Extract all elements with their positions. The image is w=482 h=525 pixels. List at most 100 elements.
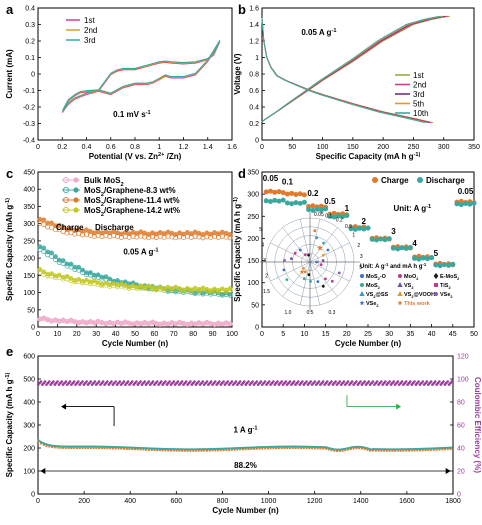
ce-point: [77, 380, 80, 383]
x-tick-label: 0.2: [57, 144, 67, 151]
capacity-point: [376, 448, 379, 451]
capacity-point: [427, 447, 430, 450]
capacity-point: [327, 448, 330, 451]
retention-annotation: 88.2%: [234, 461, 257, 470]
ce-point: [429, 380, 433, 383]
inset-legend-entry: MoS2-O: [366, 274, 387, 281]
inset-legend-entry: VS2@VOOH: [404, 292, 435, 299]
ce-point: [139, 380, 142, 383]
discharge-point: [60, 225, 66, 230]
capacity-point: [277, 447, 280, 450]
y2-tick-label: 60: [457, 423, 465, 430]
charge-point: [114, 284, 121, 290]
capacity-point: [136, 448, 139, 451]
capacity-point: [423, 447, 426, 450]
legend-entry: 5th: [413, 100, 424, 109]
y2-axis-label: Coulombic Efficiency (%): [473, 377, 482, 473]
capacity-point: [203, 449, 206, 452]
legend-entry: 2nd: [84, 26, 97, 35]
ce-point: [85, 380, 88, 383]
capacity-point: [283, 445, 286, 448]
capacity-point: [334, 448, 337, 451]
y-axis-label: Specific Capacity (mA h g-1): [233, 197, 242, 302]
capacity-point: [229, 447, 232, 450]
charge-point: [99, 276, 105, 282]
x-tick-label: 45: [449, 331, 457, 338]
capacity-point: [142, 448, 145, 451]
ce-point: [321, 380, 325, 383]
x-axis-label: Cycle Number (n): [212, 506, 279, 515]
charge-point: [80, 280, 86, 286]
radar-tick-label: 3: [263, 258, 266, 264]
x-tick-label: 30: [385, 331, 393, 338]
ce-point: [168, 380, 171, 383]
ce-point: [135, 380, 138, 383]
capacity-point: [380, 449, 383, 452]
x-tick-label: 90: [209, 331, 217, 338]
x-tick-label: 30: [92, 331, 100, 338]
capacity-point: [165, 448, 168, 450]
charge-point: [276, 189, 282, 195]
capacity-point: [40, 442, 42, 445]
capacity-point: [345, 447, 348, 450]
inset-title: Unit: A g-1 and mA h g-1: [360, 262, 427, 271]
y-tick-label: 50: [251, 302, 259, 309]
radar-marker: [282, 268, 286, 272]
capacity-point: [182, 448, 185, 451]
capacity-point: [264, 446, 267, 449]
capacity-point: [408, 448, 410, 451]
charge-point: [263, 189, 269, 195]
charge-point: [111, 233, 117, 239]
capacity-point: [59, 446, 62, 449]
capacity-point: [76, 447, 78, 449]
charge-point: [208, 289, 214, 295]
ce-point: [180, 380, 184, 383]
ce-point: [39, 380, 43, 383]
y-tick-label: 600: [23, 354, 35, 361]
capacity-point: [81, 447, 84, 449]
inset-legend-entry: VSe2: [440, 292, 453, 299]
capacity-point: [372, 448, 374, 451]
rate-label: 0.05: [458, 187, 474, 196]
capacity-point: [352, 446, 355, 449]
capacity-point: [156, 449, 159, 452]
discharge-point: [297, 200, 303, 206]
radar-marker: [290, 257, 293, 260]
ce-point: [384, 380, 387, 383]
charge-point: [60, 276, 66, 282]
capacity-point: [123, 447, 125, 450]
capacity-point: [344, 449, 347, 452]
radar-tick-label: 4: [261, 243, 264, 249]
capacity-point: [117, 446, 120, 449]
ce-point: [60, 380, 63, 383]
capacity-point: [62, 445, 65, 448]
ce-point: [421, 380, 425, 383]
capacity-point: [272, 447, 275, 450]
x-tick-label: 70: [170, 331, 178, 338]
ce-point: [143, 380, 146, 383]
capacity-point: [52, 444, 55, 447]
radar-marker: [307, 253, 310, 257]
capacity-point: [396, 448, 399, 451]
ce-point: [226, 380, 229, 383]
capacity-point: [106, 445, 109, 448]
capacity-point: [244, 446, 247, 449]
charge-point: [200, 291, 206, 297]
ce-point: [218, 380, 221, 383]
ce-point: [371, 380, 375, 383]
ce-point: [101, 380, 105, 383]
capacity-point: [410, 449, 413, 452]
capacity-point: [450, 446, 453, 449]
capacity-point: [201, 448, 204, 451]
capacity-point: [230, 448, 233, 451]
capacity-point: [316, 446, 319, 448]
radar-spoke: [309, 242, 350, 263]
charge-point: [173, 235, 179, 241]
capacity-point: [384, 448, 387, 451]
capacity-point: [390, 448, 392, 451]
ce-point: [284, 380, 288, 383]
panel-letter: c: [6, 166, 13, 181]
ce-point: [155, 380, 159, 383]
capacity-point: [196, 448, 199, 451]
ce-point: [251, 380, 254, 383]
